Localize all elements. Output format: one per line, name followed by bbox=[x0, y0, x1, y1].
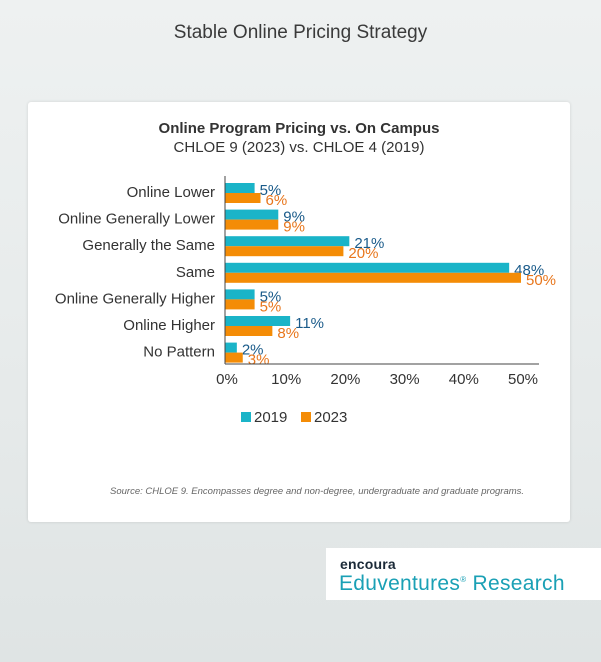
data-label-2023: 9% bbox=[283, 219, 305, 236]
bar-2019 bbox=[225, 262, 510, 273]
data-label-2019: 21% bbox=[354, 235, 384, 252]
bar-2019 bbox=[225, 209, 279, 220]
data-label-2023: 20% bbox=[348, 245, 378, 262]
bar-2023 bbox=[225, 219, 279, 230]
data-label-2019: 9% bbox=[283, 209, 305, 226]
bar-chart: Online Lower 5%6%Online Generally Lower 9%… bbox=[55, 176, 556, 426]
source-note: Source: CHLOE 9. Encompasses degree and … bbox=[110, 486, 525, 497]
category-label: Online Generally Lower bbox=[58, 211, 215, 228]
chart-card: Online Program Pricing vs. On Campus CHL… bbox=[28, 102, 570, 522]
legend-label-2023: 2023 bbox=[314, 409, 347, 426]
company-logo: encoura Eduventures® Research bbox=[326, 548, 601, 600]
data-label-2023: 6% bbox=[266, 192, 288, 209]
x-tick-label: 50% bbox=[508, 371, 538, 388]
data-label-2023: 3% bbox=[248, 352, 270, 369]
x-tick-label: 10% bbox=[271, 371, 301, 388]
bar-2019 bbox=[225, 236, 350, 247]
bar-2019 bbox=[225, 342, 237, 353]
encoura-logo: encoura bbox=[340, 556, 396, 572]
data-label-2019: 5% bbox=[260, 182, 282, 199]
data-label-2023: 50% bbox=[526, 272, 556, 289]
chart-title: Online Program Pricing vs. On Campus bbox=[158, 120, 440, 137]
legend-label-2019: 2019 bbox=[254, 409, 287, 426]
page-title: Stable Online Pricing Strategy bbox=[173, 22, 428, 43]
x-tick-label: 0% bbox=[216, 371, 238, 388]
bar-2023 bbox=[225, 299, 255, 310]
bar-2019 bbox=[225, 289, 255, 300]
legend-swatch-2023 bbox=[301, 412, 311, 422]
category-label: Generally the Same bbox=[82, 237, 215, 254]
x-tick-label: 30% bbox=[390, 371, 420, 388]
eduventures-research-logo: Eduventures® Research bbox=[339, 572, 565, 595]
category-label: Same bbox=[176, 264, 215, 281]
category-label: Online Generally Higher bbox=[55, 290, 215, 307]
x-tick-label: 20% bbox=[330, 371, 360, 388]
bar-2019 bbox=[225, 316, 291, 326]
category-label: Online Higher bbox=[123, 317, 215, 334]
bar-2023 bbox=[225, 326, 273, 336]
category-label: Online Lower bbox=[127, 184, 215, 201]
bar-2023 bbox=[225, 193, 261, 203]
bar-2023 bbox=[225, 352, 243, 363]
bar-2019 bbox=[225, 183, 255, 193]
data-label-2019: 5% bbox=[260, 288, 282, 305]
legend-swatch-2019 bbox=[241, 412, 251, 422]
bar-2023 bbox=[225, 272, 521, 283]
data-label-2019: 11% bbox=[295, 315, 324, 332]
data-label-2023: 5% bbox=[260, 298, 282, 315]
chart-subtitle: CHLOE 9 (2023) vs. CHLOE 4 (2019) bbox=[173, 139, 425, 156]
x-tick-label: 40% bbox=[449, 371, 479, 388]
data-label-2019: 48% bbox=[514, 262, 544, 279]
bar-2023 bbox=[225, 246, 344, 257]
data-label-2023: 8% bbox=[277, 325, 299, 342]
data-label-2019: 2% bbox=[242, 342, 264, 359]
category-label: No Pattern bbox=[143, 344, 215, 361]
